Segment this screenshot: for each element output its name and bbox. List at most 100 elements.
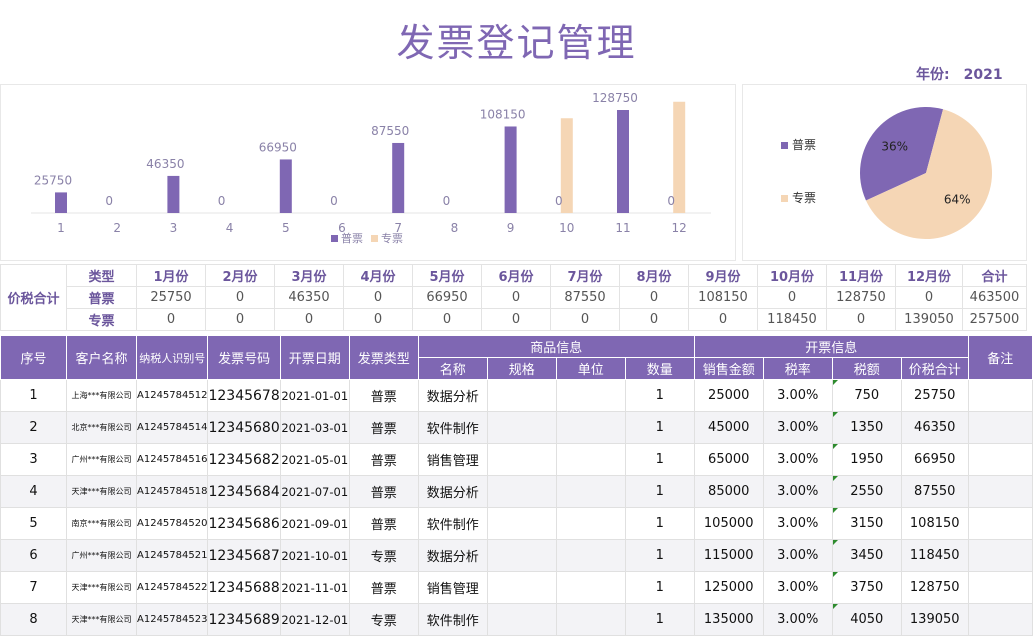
cell-name[interactable]: 销售管理 (417, 443, 488, 476)
cell-customer[interactable]: 广州***有限公司 (66, 443, 137, 476)
cell-taxid[interactable]: A1245784516 (135, 443, 209, 476)
cell-remark[interactable] (967, 603, 1033, 636)
cell-inv-type[interactable]: 专票 (348, 539, 419, 572)
cell-taxid[interactable]: A1245784521 (135, 539, 209, 572)
cell-amount[interactable]: 45000 (693, 411, 764, 444)
cell-date[interactable]: 2021-12-01 (279, 603, 350, 636)
cell-tax[interactable]: 3450 (831, 539, 902, 572)
cell-seq[interactable]: 1 (0, 379, 67, 412)
cell-amount[interactable]: 25000 (693, 379, 764, 412)
cell-total[interactable]: 108150 (900, 507, 969, 540)
cell-amount[interactable]: 135000 (693, 603, 764, 636)
cell-qty[interactable]: 1 (624, 475, 695, 508)
cell-remark[interactable] (967, 443, 1033, 476)
cell-invoice-no[interactable]: 12345678 (207, 379, 281, 412)
cell-total[interactable]: 66950 (900, 443, 969, 476)
cell-unit[interactable] (555, 571, 626, 604)
cell-rate[interactable]: 3.00% (762, 379, 833, 412)
cell-inv-type[interactable]: 普票 (348, 507, 419, 540)
cell-invoice-no[interactable]: 12345689 (207, 603, 281, 636)
cell-tax[interactable]: 4050 (831, 603, 902, 636)
cell-inv-type[interactable]: 普票 (348, 379, 419, 412)
cell-name[interactable]: 数据分析 (417, 379, 488, 412)
cell-invoice-no[interactable]: 12345684 (207, 475, 281, 508)
cell-amount[interactable]: 65000 (693, 443, 764, 476)
cell-customer[interactable]: 天津***有限公司 (66, 475, 137, 508)
cell-spec[interactable] (486, 443, 557, 476)
cell-qty[interactable]: 1 (624, 571, 695, 604)
cell-unit[interactable] (555, 539, 626, 572)
cell-date[interactable]: 2021-03-01 (279, 411, 350, 444)
cell-remark[interactable] (967, 379, 1033, 412)
cell-customer[interactable]: 南京***有限公司 (66, 507, 137, 540)
cell-total[interactable]: 87550 (900, 475, 969, 508)
cell-invoice-no[interactable]: 12345687 (207, 539, 281, 572)
cell-date[interactable]: 2021-09-01 (279, 507, 350, 540)
cell-date[interactable]: 2021-10-01 (279, 539, 350, 572)
cell-spec[interactable] (486, 475, 557, 508)
cell-name[interactable]: 软件制作 (417, 507, 488, 540)
cell-name[interactable]: 软件制作 (417, 411, 488, 444)
cell-total[interactable]: 46350 (900, 411, 969, 444)
cell-invoice-no[interactable]: 12345680 (207, 411, 281, 444)
cell-inv-type[interactable]: 专票 (348, 603, 419, 636)
cell-total[interactable]: 118450 (900, 539, 969, 572)
cell-spec[interactable] (486, 379, 557, 412)
cell-tax[interactable]: 3750 (831, 571, 902, 604)
cell-rate[interactable]: 3.00% (762, 507, 833, 540)
cell-tax[interactable]: 750 (831, 379, 902, 412)
cell-customer[interactable]: 上海***有限公司 (66, 379, 137, 412)
cell-seq[interactable]: 5 (0, 507, 67, 540)
cell-rate[interactable]: 3.00% (762, 603, 833, 636)
cell-spec[interactable] (486, 603, 557, 636)
cell-invoice-no[interactable]: 12345682 (207, 443, 281, 476)
cell-spec[interactable] (486, 539, 557, 572)
cell-unit[interactable] (555, 411, 626, 444)
cell-tax[interactable]: 2550 (831, 475, 902, 508)
cell-seq[interactable]: 6 (0, 539, 67, 572)
cell-seq[interactable]: 3 (0, 443, 67, 476)
cell-unit[interactable] (555, 507, 626, 540)
cell-remark[interactable] (967, 571, 1033, 604)
cell-qty[interactable]: 1 (624, 379, 695, 412)
cell-spec[interactable] (486, 571, 557, 604)
cell-amount[interactable]: 125000 (693, 571, 764, 604)
cell-rate[interactable]: 3.00% (762, 475, 833, 508)
cell-total[interactable]: 139050 (900, 603, 969, 636)
cell-inv-type[interactable]: 普票 (348, 443, 419, 476)
cell-name[interactable]: 数据分析 (417, 539, 488, 572)
cell-spec[interactable] (486, 507, 557, 540)
cell-seq[interactable]: 8 (0, 603, 67, 636)
cell-qty[interactable]: 1 (624, 443, 695, 476)
cell-inv-type[interactable]: 普票 (348, 475, 419, 508)
cell-remark[interactable] (967, 539, 1033, 572)
cell-qty[interactable]: 1 (624, 603, 695, 636)
cell-remark[interactable] (967, 475, 1033, 508)
cell-tax[interactable]: 1350 (831, 411, 902, 444)
cell-taxid[interactable]: A1245784520 (135, 507, 209, 540)
cell-amount[interactable]: 115000 (693, 539, 764, 572)
cell-taxid[interactable]: A1245784523 (135, 603, 209, 636)
cell-seq[interactable]: 2 (0, 411, 67, 444)
cell-rate[interactable]: 3.00% (762, 571, 833, 604)
cell-seq[interactable]: 4 (0, 475, 67, 508)
cell-qty[interactable]: 1 (624, 539, 695, 572)
cell-spec[interactable] (486, 411, 557, 444)
cell-unit[interactable] (555, 443, 626, 476)
cell-date[interactable]: 2021-05-01 (279, 443, 350, 476)
cell-date[interactable]: 2021-11-01 (279, 571, 350, 604)
cell-name[interactable]: 软件制作 (417, 603, 488, 636)
cell-unit[interactable] (555, 475, 626, 508)
cell-inv-type[interactable]: 普票 (348, 411, 419, 444)
cell-customer[interactable]: 天津***有限公司 (66, 571, 137, 604)
cell-taxid[interactable]: A1245784522 (135, 571, 209, 604)
cell-customer[interactable]: 天津***有限公司 (66, 603, 137, 636)
cell-remark[interactable] (967, 507, 1033, 540)
cell-unit[interactable] (555, 379, 626, 412)
cell-seq[interactable]: 7 (0, 571, 67, 604)
cell-name[interactable]: 数据分析 (417, 475, 488, 508)
cell-taxid[interactable]: A1245784518 (135, 475, 209, 508)
cell-total[interactable]: 128750 (900, 571, 969, 604)
cell-total[interactable]: 25750 (900, 379, 969, 412)
cell-invoice-no[interactable]: 12345686 (207, 507, 281, 540)
